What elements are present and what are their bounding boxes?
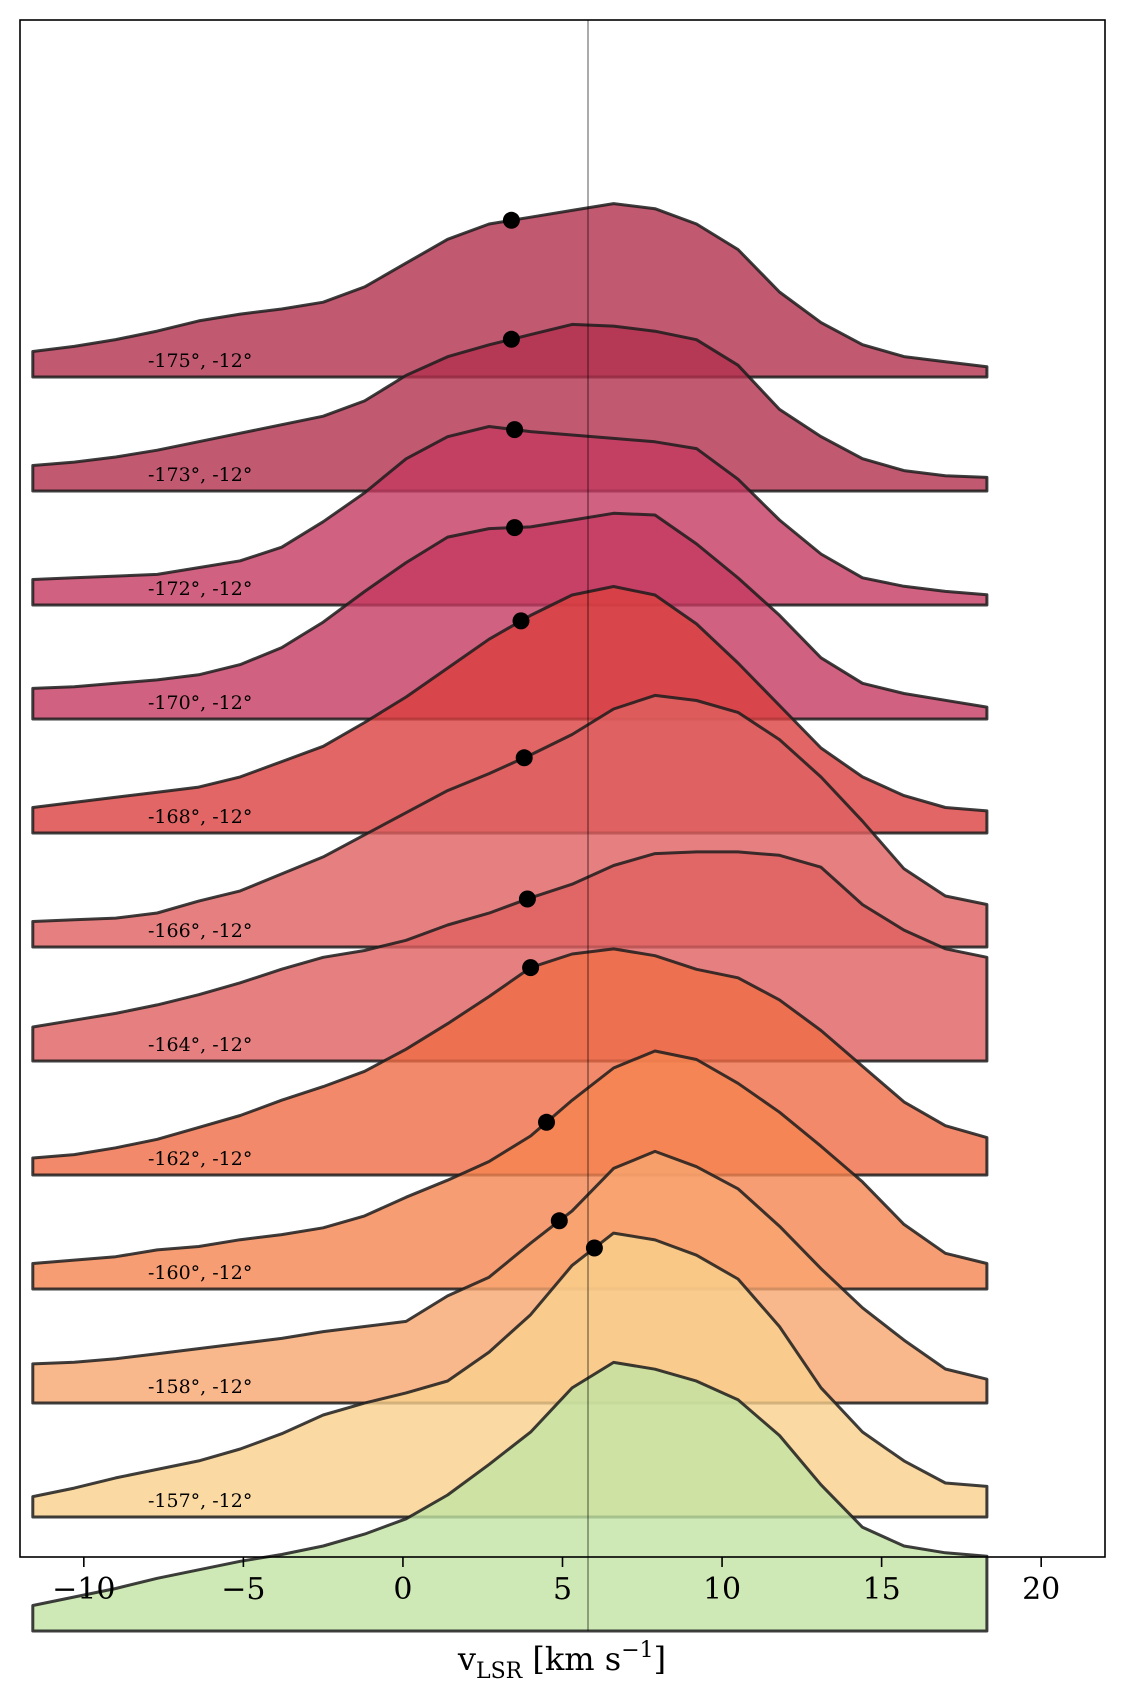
peak-marker-3	[506, 421, 524, 439]
ridge-label-3: -172°, -12°	[148, 578, 252, 600]
x-axis-title: vLSR [km s−1]	[457, 1638, 666, 1684]
x-tick-label: 0	[393, 1572, 412, 1607]
ridge-label-1: -175°, -12°	[148, 350, 252, 372]
ridge-label-11: -157°, -12°	[148, 1490, 252, 1512]
x-axis-title-superscript: −1	[621, 1638, 653, 1663]
x-tick-label: −10	[52, 1572, 115, 1607]
ridge-series-12	[31, 1360, 989, 1633]
peak-marker-9	[538, 1113, 555, 1131]
peak-marker-1	[502, 211, 520, 229]
ridge-label-6: -166°, -12°	[148, 920, 252, 942]
x-tick-label: 15	[863, 1572, 901, 1607]
ridge-label-5: -168°, -12°	[148, 806, 252, 828]
x-axis-ticks: −10 −5 0 5 10 15 20	[52, 1557, 1060, 1607]
x-axis-title-base: v	[457, 1640, 476, 1678]
x-axis-title-subscript: LSR	[476, 1659, 524, 1684]
ridge-label-2: -173°, -12°	[148, 464, 252, 486]
peak-marker-5	[512, 612, 530, 630]
peak-marker-7	[518, 890, 536, 908]
peak-marker-group	[502, 211, 603, 1257]
ridge-series-4	[31, 511, 989, 721]
x-tick-label: 10	[703, 1572, 741, 1607]
peak-marker-4	[506, 519, 524, 537]
x-tick-label: −5	[221, 1572, 265, 1607]
ridge-series-2	[31, 322, 989, 493]
row-label-group: -175°, -12° -173°, -12° -172°, -12° -170°, …	[148, 350, 252, 1512]
peak-marker-8	[522, 959, 540, 977]
ridge-group	[31, 202, 989, 1633]
x-tick-label: 5	[553, 1572, 572, 1607]
peak-marker-10	[550, 1212, 568, 1230]
x-tick-label: 20	[1022, 1572, 1060, 1607]
ridge-label-9: -160°, -12°	[148, 1262, 252, 1284]
x-axis-title-unit: [km s	[522, 1640, 621, 1678]
ridge-label-4: -170°, -12°	[148, 692, 252, 714]
x-axis-title-unit-end: ]	[654, 1640, 666, 1678]
ridge-series-3	[31, 425, 989, 607]
ridge-label-7: -164°, -12°	[148, 1034, 252, 1056]
ridge-label-8: -162°, -12°	[148, 1148, 252, 1170]
ridge-label-10: -158°, -12°	[148, 1376, 252, 1398]
peak-marker-11	[585, 1239, 603, 1257]
ridge-series-1	[31, 202, 989, 379]
peak-marker-2	[502, 330, 520, 348]
peak-marker-6	[515, 749, 533, 767]
